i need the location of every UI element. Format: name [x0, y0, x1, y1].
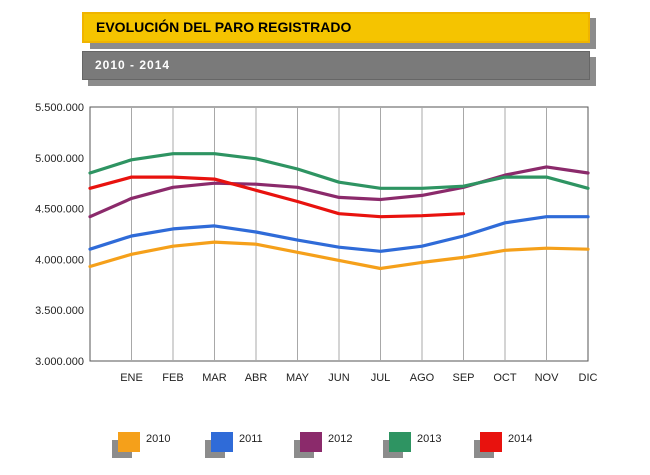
y-tick-label: 5.000.000: [35, 153, 84, 165]
legend-swatch: [118, 432, 140, 452]
legend-label: 2012: [328, 433, 353, 445]
x-tick-label: JUN: [328, 372, 349, 384]
y-tick-label: 4.500.000: [35, 204, 84, 216]
x-tick-label: FEB: [162, 372, 183, 384]
x-tick-label: DIC: [579, 372, 598, 384]
x-tick-label: MAR: [202, 372, 227, 384]
legend-swatch: [480, 432, 502, 452]
x-tick-label: MAY: [286, 372, 310, 384]
series-line-2012: [88, 165, 590, 219]
chart-title: EVOLUCIÓN DEL PARO REGISTRADO: [82, 12, 590, 43]
series-layer: [88, 152, 590, 271]
x-tick-label: JUL: [371, 372, 391, 384]
series-line-2010: [88, 240, 590, 271]
x-tick-label: SEP: [452, 372, 474, 384]
legend-label: 2014: [508, 433, 533, 445]
x-tick-label: AGO: [410, 372, 435, 384]
x-tick-label: OCT: [493, 372, 517, 384]
legend-item-2013: 2013: [383, 428, 473, 464]
y-tick-label: 4.000.000: [35, 254, 84, 266]
legend-item-2014: 2014: [474, 428, 564, 464]
y-tick-label: 3.000.000: [35, 356, 84, 368]
y-tick-label: 3.500.000: [35, 305, 84, 317]
grid-layer: [89, 106, 589, 362]
x-tick-label: ABR: [245, 372, 268, 384]
series-line-2011: [88, 215, 590, 253]
legend-item-2011: 2011: [205, 428, 295, 464]
axis-layer: ENE FEB MAR ABR MAY JUN JUL AGO SEP OCT NOV DIC 3.00…: [35, 102, 597, 384]
series-line-2014: [88, 175, 466, 219]
legend-item-2010: 2010: [112, 428, 202, 464]
x-tick-label: ENE: [120, 372, 143, 384]
legend-swatch: [211, 432, 233, 452]
legend-item-2012: 2012: [294, 428, 384, 464]
chart-subtitle: 2010 - 2014: [82, 51, 590, 80]
legend-swatch: [389, 432, 411, 452]
x-tick-label: NOV: [535, 372, 560, 384]
y-tick-label: 5.500.000: [35, 102, 84, 114]
legend-label: 2013: [417, 433, 442, 445]
legend-label: 2011: [239, 433, 263, 445]
series-line-2013: [88, 152, 590, 190]
legend-swatch: [300, 432, 322, 452]
legend-label: 2010: [146, 433, 171, 445]
